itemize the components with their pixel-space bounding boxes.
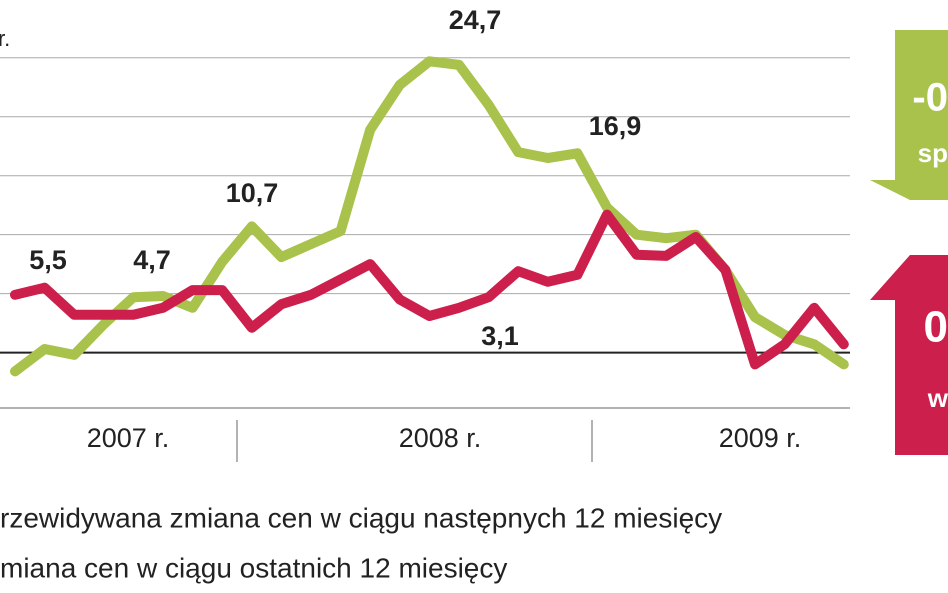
year-label: 2008 r. bbox=[399, 423, 482, 453]
series-line bbox=[10, 56, 849, 377]
annotation: 5,5 bbox=[29, 245, 67, 275]
legend-label: rzewidywana zmiana cen w ciągu następnyc… bbox=[0, 502, 722, 533]
unit-fragment: r. bbox=[0, 26, 10, 51]
annotation: 4,7 bbox=[133, 245, 171, 275]
side-badge bbox=[870, 30, 948, 200]
annotation: 16,9 bbox=[589, 111, 642, 141]
annotation: 24,7 bbox=[449, 5, 502, 35]
year-label: 2009 r. bbox=[719, 423, 802, 453]
side-badge bbox=[870, 255, 948, 455]
annotation: 3,1 bbox=[481, 321, 519, 351]
series-line bbox=[10, 209, 849, 370]
badge-text: sp bbox=[918, 138, 948, 168]
badge-text: 0 bbox=[924, 303, 948, 352]
badge-text: -0 bbox=[912, 76, 948, 120]
badge-text: w bbox=[927, 383, 948, 413]
annotation: 10,7 bbox=[226, 178, 279, 208]
legend-label: miana cen w ciągu ostatnich 12 miesięcy bbox=[0, 552, 507, 583]
year-label: 2007 r. bbox=[87, 423, 170, 453]
